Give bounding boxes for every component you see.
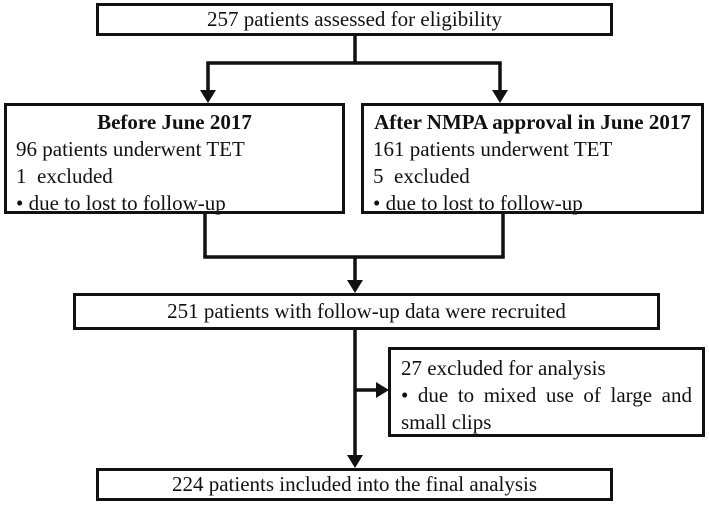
eligibility-text: 257 patients assessed for eligibility	[206, 7, 503, 31]
before-box-line-excluded: 1 excluded	[16, 164, 113, 188]
arrow-down-icon	[347, 455, 363, 468]
before-box-title: Before June 2017	[97, 110, 252, 134]
before-box-line-underwent: 96 patients underwent TET	[16, 137, 245, 161]
excluded-for-analysis-box: 27 excluded for analysis • due to mixed …	[388, 347, 705, 437]
arrow-right-icon	[376, 382, 389, 398]
recruited-text: 251 patients with follow-up data were re…	[167, 299, 566, 323]
excluded-box-line-count: 27 excluded for analysis	[401, 356, 606, 380]
arrow-down-icon	[347, 280, 363, 293]
after-box-line-underwent: 161 patients underwent TET	[373, 137, 613, 161]
eligibility-box: 257 patients assessed for eligibility	[96, 3, 613, 36]
before-june-2017-box: Before June 2017 96 patients underwent T…	[4, 103, 345, 215]
final-analysis-text: 224 patients included into the final ana…	[171, 472, 538, 496]
after-nmpa-approval-box: After NMPA approval in June 2017 161 pat…	[361, 103, 704, 215]
after-box-title: After NMPA approval in June 2017	[374, 110, 691, 134]
final-analysis-box: 224 patients included into the final ana…	[96, 468, 613, 501]
excluded-box-line-reason: • due to mixed use of large and small cl…	[401, 383, 698, 434]
after-box-line-excluded: 5 excluded	[373, 164, 470, 188]
recruited-box: 251 patients with follow-up data were re…	[73, 293, 660, 330]
arrow-down-icon	[492, 90, 508, 103]
arrow-down-icon	[200, 90, 216, 103]
before-box-line-reason: • due to lost to follow-up	[16, 191, 226, 215]
after-box-line-reason: • due to lost to follow-up	[373, 191, 583, 215]
